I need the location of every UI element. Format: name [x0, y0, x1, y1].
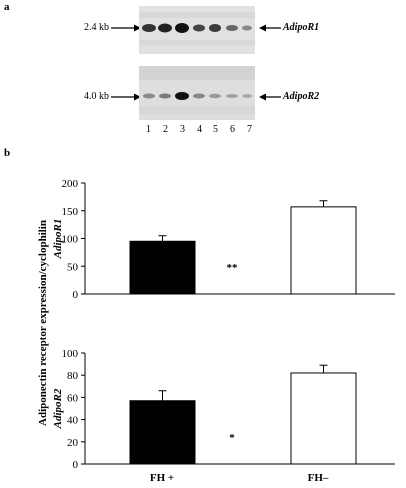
northern-blot-adipor1: [139, 6, 255, 54]
y-tick-label: 0: [73, 289, 79, 301]
y-tick-label: 80: [67, 370, 79, 382]
blot1-size-label: 2.4 kb: [84, 22, 109, 33]
lane-number: 4: [197, 124, 202, 135]
x-category-label: FH +: [150, 472, 174, 484]
y-tick-label: 200: [62, 178, 79, 190]
lane-number: 5: [213, 124, 218, 135]
blot2-left-arrow-icon: [111, 93, 141, 101]
panel-a-label: a: [4, 1, 10, 13]
bar: [290, 372, 357, 465]
bar: [129, 240, 196, 295]
bar: [290, 206, 357, 295]
y-tick-label: 100: [62, 234, 79, 246]
blot2-size-label: 4.0 kb: [84, 91, 109, 102]
lane-number: 7: [247, 124, 252, 135]
lane-number: 3: [180, 124, 185, 135]
y-axis-gene-label: AdipoR1: [52, 219, 64, 260]
blot2-right-arrow-icon: [259, 93, 281, 101]
y-tick-label: 20: [67, 437, 79, 449]
bar-charts: 0 50 100 150 200 ** AdipoR1 0 20 40 60 80 100 * AdipoR…: [37, 178, 395, 484]
lane-number: 2: [163, 124, 168, 135]
blot1-right-arrow-icon: [259, 24, 281, 32]
blot1-left-arrow-icon: [111, 24, 141, 32]
y-tick-label: 60: [67, 392, 79, 404]
significance-marker: **: [227, 262, 239, 274]
lane-number: 1: [146, 124, 151, 135]
y-axis-gene-label: AdipoR2: [52, 388, 64, 429]
y-tick-label: 0: [73, 459, 79, 471]
blot2-gene-label: AdipoR2: [283, 91, 320, 102]
significance-marker: *: [229, 432, 235, 444]
x-category-label: FH–: [308, 472, 329, 484]
y-tick-label: 100: [62, 348, 79, 360]
y-tick-label: 150: [62, 206, 79, 218]
y-axis-title: Adiponectin receptor expression/cyclophi…: [37, 220, 49, 426]
y-tick-label: 40: [67, 415, 79, 427]
blot1-gene-label: AdipoR1: [283, 22, 320, 33]
lane-number: 6: [230, 124, 235, 135]
northern-blot-adipor2: [139, 66, 255, 120]
y-tick-label: 50: [67, 261, 79, 273]
panel-b-label: b: [4, 147, 11, 159]
bar: [129, 400, 196, 465]
